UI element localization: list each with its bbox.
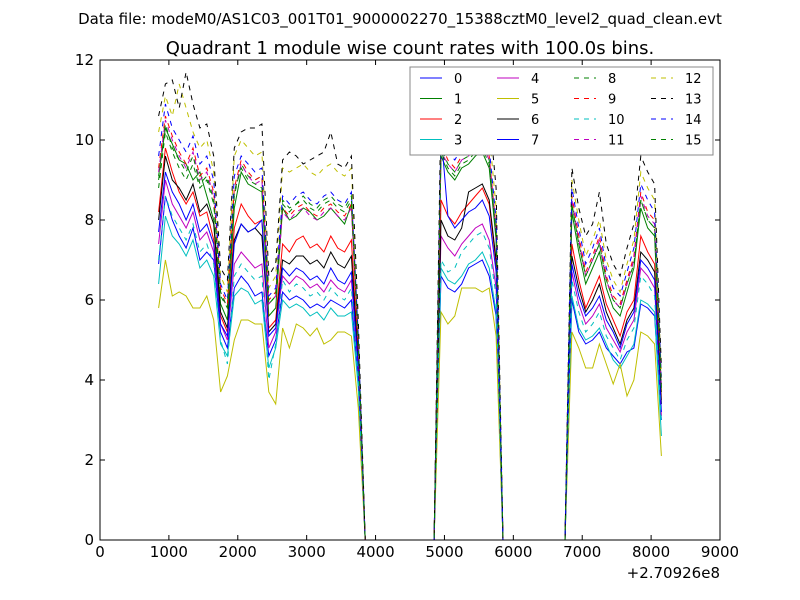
series-line-11 — [158, 119, 662, 541]
plot-lines — [158, 71, 662, 541]
x-offset-label: +2.70926e8 — [627, 564, 720, 582]
legend-label-1: 1 — [454, 93, 462, 108]
y-tick-label: 6 — [84, 291, 94, 309]
series-line-3 — [158, 215, 662, 541]
series-line-0 — [158, 195, 662, 541]
series-line-4 — [158, 179, 662, 541]
series-line-5 — [158, 259, 662, 541]
series-line-13 — [158, 71, 662, 541]
x-tick-label: 6000 — [494, 543, 532, 561]
x-tick-label: 0 — [95, 543, 105, 561]
y-tick-label: 8 — [84, 211, 94, 229]
series-line-10 — [158, 195, 662, 541]
chart-title: Quadrant 1 module wise count rates with … — [166, 38, 655, 59]
legend-label-3: 3 — [454, 134, 462, 149]
legend-label-9: 9 — [608, 93, 616, 108]
y-tick-label: 4 — [84, 371, 94, 389]
legend-label-13: 13 — [685, 93, 702, 108]
series-line-8 — [158, 131, 662, 541]
legend-label-15: 15 — [685, 134, 702, 149]
legend-label-6: 6 — [531, 113, 539, 128]
legend-box — [409, 66, 714, 156]
legend-label-8: 8 — [608, 72, 616, 87]
legend-label-7: 7 — [531, 134, 539, 149]
series-line-6 — [158, 155, 662, 541]
x-tick-label: 9000 — [701, 543, 739, 561]
axes: 0 1000 2000 3000 4000 5000 6000 7000 8000 9000 0 2 4… — [75, 51, 739, 561]
y-tick-label: 10 — [75, 131, 94, 149]
legend-label-0: 0 — [454, 72, 462, 87]
legend-label-10: 10 — [608, 113, 625, 128]
x-tick-label: 3000 — [288, 543, 326, 561]
chart-suptitle: Data file: modeM0/AS1C03_001T01_90000022… — [78, 10, 722, 29]
legend-label-2: 2 — [454, 113, 462, 128]
x-tick-label: 8000 — [632, 543, 670, 561]
y-tick-label: 0 — [84, 531, 94, 549]
x-tick-label: 2000 — [219, 543, 257, 561]
x-tick-label: 4000 — [356, 543, 394, 561]
series-line-2 — [158, 147, 662, 541]
legend-label-4: 4 — [531, 72, 539, 87]
series-line-9 — [158, 115, 662, 541]
legend-label-12: 12 — [685, 72, 702, 87]
y-tick-label: 2 — [84, 451, 94, 469]
legend-label-5: 5 — [531, 93, 539, 108]
x-tick-label: 5000 — [425, 543, 463, 561]
legend-label-14: 14 — [685, 113, 702, 128]
series-line-12 — [158, 83, 662, 541]
y-tick-label: 12 — [75, 51, 94, 69]
x-tick-label: 1000 — [150, 543, 188, 561]
legend-label-11: 11 — [608, 134, 625, 149]
series-line-7 — [158, 131, 662, 541]
series-line-14 — [158, 103, 662, 541]
x-tick-label: 7000 — [563, 543, 601, 561]
